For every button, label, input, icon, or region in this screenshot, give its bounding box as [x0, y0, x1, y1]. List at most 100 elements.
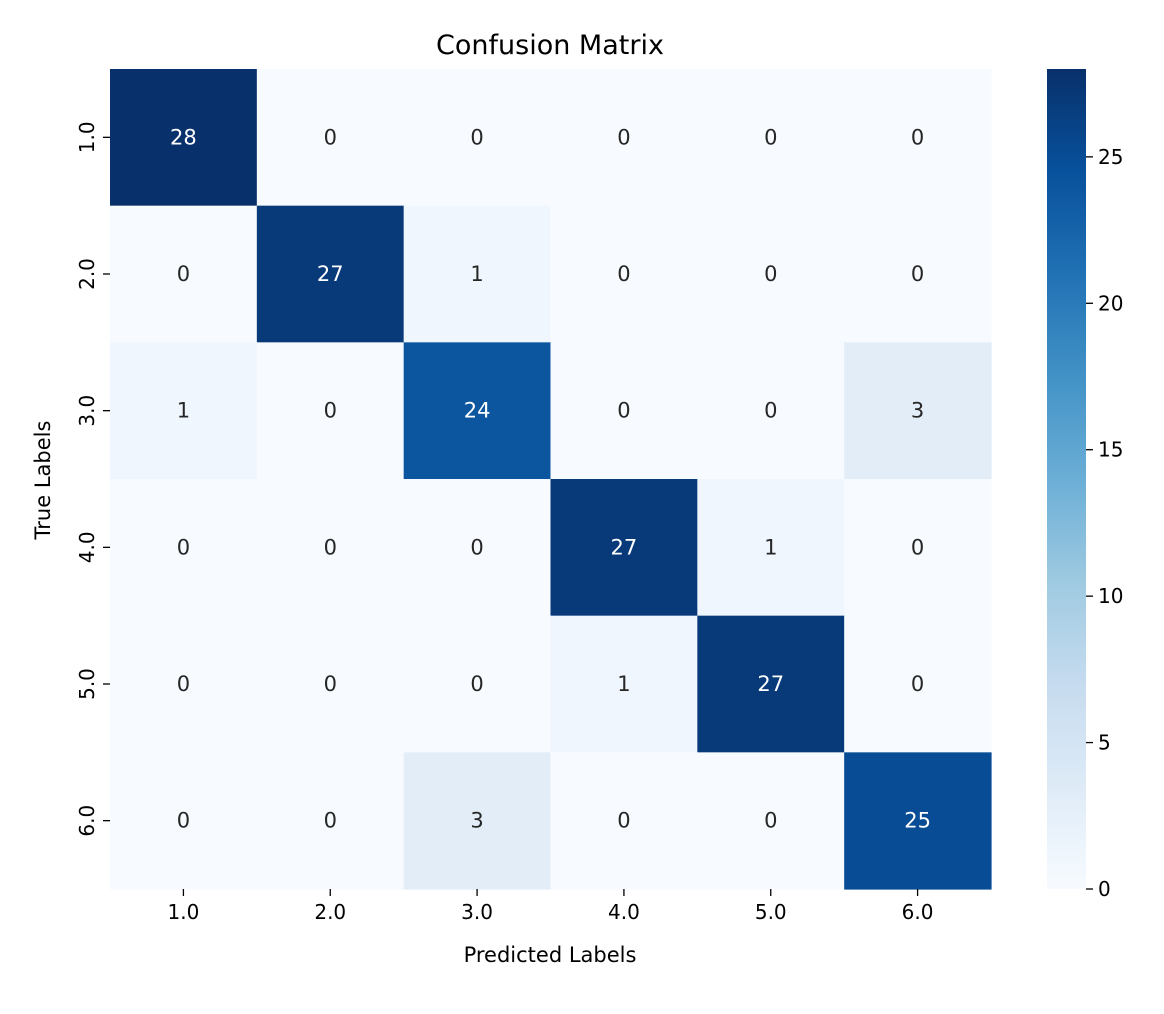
heatmap-cell	[844, 479, 992, 617]
heatmap-cell-label: 28	[170, 125, 197, 149]
heatmap-cell	[110, 205, 258, 343]
heatmap-cell	[256, 69, 405, 207]
heatmap-cell	[110, 752, 258, 890]
heatmap-cell	[697, 205, 845, 343]
colorbar-ticks: 0 5 10 15 20 25	[1086, 145, 1123, 901]
heatmap-cell-label: 0	[470, 535, 483, 559]
heatmap-cell	[550, 752, 698, 890]
colorbar-tick-label: 5	[1098, 731, 1111, 755]
x-axis-label: Predicted Labels	[464, 943, 637, 967]
heatmap-cell-label: 0	[177, 809, 190, 833]
x-tick-label: 1.0	[168, 900, 200, 924]
heatmap-cell-label: 0	[324, 399, 337, 423]
colorbar-tick-label: 10	[1098, 584, 1123, 608]
heatmap-cell-label: 0	[764, 262, 777, 286]
heatmap-cell	[403, 205, 552, 343]
heatmap-cell-labels: 28 0 0 0 0 0 0 27 1 0 0 0 1 0 24 0 0 3 0 0 0 27 1 0 0 0 0 1 27 0 0 0 3 0 0…	[170, 125, 931, 832]
y-tick-label: 5.0	[75, 668, 99, 700]
heatmap-cell	[550, 69, 698, 207]
y-axis-ticks: 1.0 2.0 3.0 4.0 5.0 6.0	[75, 121, 110, 837]
colorbar-tick-label: 15	[1098, 438, 1123, 462]
colorbar-tick-label: 25	[1098, 145, 1123, 169]
heatmap-cell-label: 0	[324, 535, 337, 559]
heatmap-cell	[550, 205, 698, 343]
heatmap-cell-label: 1	[764, 535, 777, 559]
y-tick-label: 4.0	[75, 531, 99, 563]
heatmap-cell-label: 0	[470, 125, 483, 149]
colorbar-tick-label: 20	[1098, 291, 1123, 315]
x-tick-label: 5.0	[755, 900, 787, 924]
x-tick-label: 4.0	[608, 900, 640, 924]
heatmap-cell-label: 1	[177, 399, 190, 423]
heatmap-cell-label: 0	[324, 809, 337, 833]
heatmap-cell-label: 0	[177, 262, 190, 286]
heatmap-cell	[403, 342, 552, 480]
heatmap-cell	[256, 479, 405, 617]
x-tick-label: 2.0	[314, 900, 346, 924]
heatmap-cell-label: 3	[911, 399, 924, 423]
heatmap-cell	[697, 615, 845, 753]
heatmap-cell	[256, 752, 405, 890]
colorbar-tick-label: 0	[1098, 877, 1111, 901]
heatmap-cell-label: 0	[911, 535, 924, 559]
heatmap-cell-label: 0	[617, 262, 630, 286]
heatmap-cell-label: 3	[470, 809, 483, 833]
heatmap-cell	[844, 205, 992, 343]
heatmap-cell	[256, 205, 405, 343]
heatmap-cell	[844, 342, 992, 480]
heatmap-cell-label: 0	[617, 399, 630, 423]
y-tick-label: 1.0	[75, 121, 99, 153]
heatmap-cell	[403, 615, 552, 753]
heatmap-cell	[256, 615, 405, 753]
heatmap-cell	[697, 69, 845, 207]
heatmap-cell	[110, 69, 258, 207]
heatmap-cell-label: 0	[324, 672, 337, 696]
heatmap-cell	[550, 479, 698, 617]
heatmap-cell-label: 0	[177, 535, 190, 559]
heatmap-cell-label: 27	[757, 672, 784, 696]
heatmap-cell	[403, 752, 552, 890]
heatmap-cell-label: 0	[911, 672, 924, 696]
heatmap-cell-label: 0	[911, 125, 924, 149]
heatmap-cell-label: 0	[617, 125, 630, 149]
heatmap-cell	[844, 752, 992, 890]
y-tick-label: 6.0	[75, 805, 99, 837]
heatmap-cell-label: 27	[611, 535, 638, 559]
heatmap-cell	[110, 342, 258, 480]
heatmap-cell-label: 0	[911, 262, 924, 286]
y-tick-label: 2.0	[75, 258, 99, 290]
x-tick-label: 3.0	[461, 900, 493, 924]
y-tick-label: 3.0	[75, 395, 99, 427]
heatmap-cell-label: 0	[617, 809, 630, 833]
heatmap-cell-label: 0	[764, 809, 777, 833]
heatmap-cell	[844, 69, 992, 207]
heatmap-cell	[697, 479, 845, 617]
heatmap-cell	[403, 479, 552, 617]
heatmap-cell-label: 0	[470, 672, 483, 696]
heatmap-cell-label: 24	[464, 399, 491, 423]
heatmap-cell-label: 0	[324, 125, 337, 149]
heatmap-cell-label: 25	[904, 809, 931, 833]
x-tick-label: 6.0	[902, 900, 934, 924]
heatmap-cell	[697, 342, 845, 480]
heatmap-cell	[110, 479, 258, 617]
heatmap-cell	[550, 342, 698, 480]
y-axis-label: True Labels	[31, 421, 55, 541]
heatmap-cells	[110, 69, 992, 890]
heatmap-cell-label: 0	[177, 672, 190, 696]
heatmap-cell	[403, 69, 552, 207]
heatmap-cell-label: 0	[764, 125, 777, 149]
heatmap-cell	[844, 615, 992, 753]
heatmap-cell	[110, 615, 258, 753]
heatmap-cell-label: 1	[470, 262, 483, 286]
heatmap-cell	[697, 752, 845, 890]
heatmap-cell	[550, 615, 698, 753]
heatmap-cell-label: 1	[617, 672, 630, 696]
chart-title: Confusion Matrix	[436, 30, 664, 61]
heatmap-cell-label: 27	[317, 262, 344, 286]
colorbar	[1047, 69, 1086, 889]
heatmap-cell	[256, 342, 405, 480]
heatmap-cell-label: 0	[764, 399, 777, 423]
x-axis-ticks: 1.0 2.0 3.0 4.0 5.0 6.0	[168, 889, 934, 924]
